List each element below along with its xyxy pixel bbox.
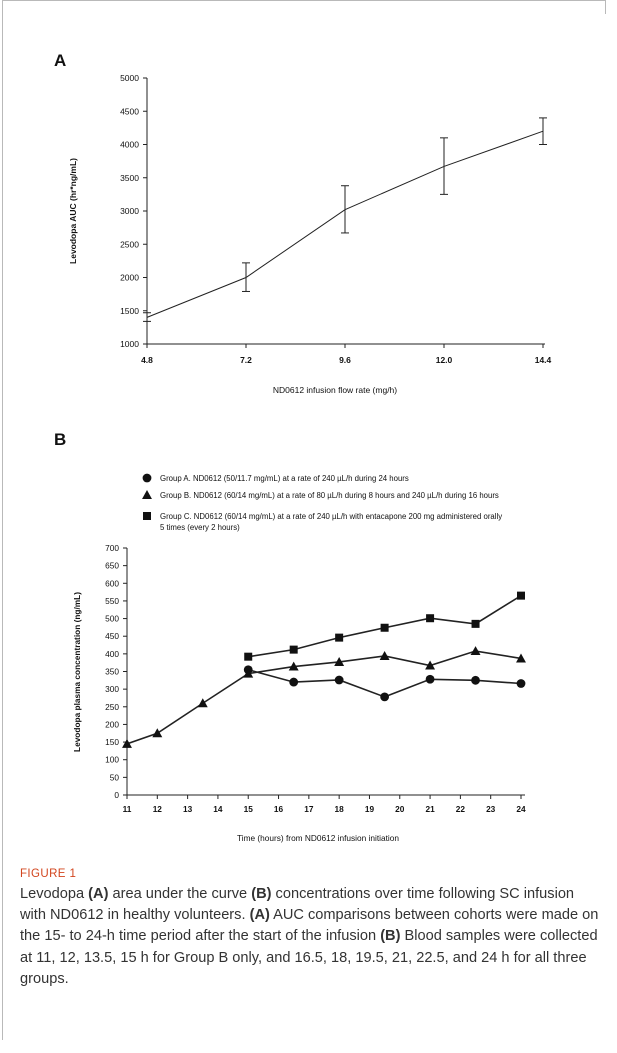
panel-b-point-triangle	[516, 653, 526, 663]
panel-b-x-tick-label: 11	[123, 804, 132, 814]
panel-b-point-circle	[425, 674, 435, 684]
figure-caption: FIGURE 1 Levodopa (A) area under the cur…	[20, 868, 600, 990]
panel-b-point-triangle	[122, 738, 132, 748]
frame-top-border	[2, 0, 606, 1]
panel-b-y-tick-label: 700	[105, 543, 119, 553]
panel-b-x-tick-label: 20	[395, 804, 405, 814]
panel-b-point-triangle	[425, 660, 436, 670]
panel-b-y-tick-label: 500	[105, 614, 119, 624]
panel-a-y-tick-label: 3500	[120, 173, 139, 183]
panel-b-x-tick-label: 18	[335, 804, 345, 814]
panel-a-y-tick-label: 1000	[120, 339, 139, 349]
legend-marker-triangle	[142, 490, 152, 499]
panel-b-point-circle	[380, 692, 390, 702]
panel-b-point-square	[244, 652, 253, 661]
legend-label-series-3-line-1: Group C. ND0612 (60/14 mg/mL) at a rate …	[160, 512, 502, 521]
panel-b-x-tick-label: 22	[456, 804, 466, 814]
legend-label-series-3-line-2: 5 times (every 2 hours)	[160, 523, 240, 532]
panel-b-y-tick-label: 200	[105, 719, 119, 729]
panel-b-point-square	[517, 591, 525, 600]
panel-b-y-tick-label: 350	[105, 667, 119, 677]
panel-a-x-tick-label: 7.2	[240, 355, 252, 365]
panel-b-x-tick-label: 12	[153, 804, 163, 814]
panel-b-x-axis-title: Time (hours) from ND0612 infusion initia…	[237, 833, 399, 843]
panel-b-y-tick-label: 300	[105, 684, 119, 694]
panel-b-x-tick-label: 17	[304, 804, 314, 814]
panel-b-x-tick-label: 23	[486, 804, 496, 814]
panel-b-x-tick-label: 16	[274, 804, 284, 814]
panel-b-y-tick-label: 450	[105, 631, 119, 641]
panel-b-point-triangle	[334, 657, 345, 666]
panel-b-y-tick-label: 250	[105, 702, 119, 712]
panel-b-x-tick-label: 24	[516, 804, 526, 814]
panel-b-point-circle	[471, 675, 480, 685]
panel-a-y-tick-label: 3000	[120, 206, 139, 216]
panel-b-x-tick-label: 19	[365, 804, 375, 814]
panel-b-y-tick-label: 0	[114, 790, 119, 800]
panel-b-x-tick-label: 14	[213, 804, 223, 814]
legend-label-series-1: Group A. ND0612 (50/11.7 mg/mL) at a rat…	[160, 474, 409, 483]
panel-b-y-axis-title: Levodopa plasma concentration (ng/mL)	[72, 592, 82, 752]
panel-b-point-triangle	[288, 661, 299, 671]
panel-b-x-tick-label: 21	[425, 804, 435, 814]
frame-left-border	[2, 0, 3, 1040]
panel-b-point-square	[426, 614, 435, 623]
panel-a-y-tick-label: 2500	[120, 239, 139, 249]
panel-b-y-tick-label: 50	[110, 772, 120, 782]
panel-b-series-line-2	[126, 650, 522, 745]
panel-b-y-tick-label: 600	[105, 578, 119, 588]
panel-b-point-circle	[516, 679, 526, 688]
legend-marker-circle	[142, 473, 152, 483]
panel-b-x-tick-label: 13	[183, 804, 193, 814]
panel-b-point-triangle	[152, 728, 163, 738]
panel-a-y-tick-label: 5000	[120, 73, 139, 83]
panel-a-x-tick-label: 4.8	[141, 355, 153, 365]
panel-a-y-tick-label: 4000	[120, 140, 139, 150]
frame-right-border	[605, 0, 606, 14]
panel-a-x-tick-label: 12.0	[436, 355, 453, 365]
panel-a-y-tick-label: 2000	[120, 273, 139, 283]
panel-a-x-axis-title: ND0612 infusion flow rate (mg/h)	[273, 385, 397, 395]
panel-a-x-tick-label: 9.6	[339, 355, 351, 365]
panel-b-point-square	[335, 633, 344, 642]
panel-a-x-tick-label: 14.4	[535, 355, 552, 365]
panel-b-x-tick-label: 15	[244, 804, 254, 814]
panel-a-y-tick-label: 1500	[120, 306, 139, 316]
panel-b-y-tick-label: 550	[105, 596, 119, 606]
panel-b-point-square	[471, 619, 480, 628]
panel-b-y-tick-label: 400	[105, 649, 119, 659]
panel-b-point-triangle	[197, 698, 208, 708]
panel-b-point-square	[380, 623, 389, 632]
panel-a-y-tick-label: 4500	[120, 106, 139, 116]
panel-b-point-triangle	[243, 668, 254, 678]
panel-b-point-circle	[289, 677, 299, 687]
panel-b-point-triangle	[379, 651, 390, 660]
panel-b-y-tick-label: 650	[105, 561, 119, 571]
panel-a-y-axis-title: Levodopa AUC (hr*ng/mL)	[68, 158, 78, 264]
legend-label-series-2: Group B. ND0612 (60/14 mg/mL) at a rate …	[160, 491, 499, 500]
panel-label-a: A	[54, 51, 66, 70]
legend-marker-square	[143, 512, 151, 520]
panel-b-point-square	[289, 645, 298, 654]
panel-b-point-circle	[334, 675, 344, 685]
panel-b-y-tick-label: 100	[105, 755, 119, 765]
figure-caption-text: Levodopa (A) area under the curve (B) co…	[20, 886, 599, 987]
figure-charts: A1000150020002500300035004000450050004.8…	[54, 51, 552, 843]
panel-label-b: B	[54, 430, 66, 449]
panel-b-y-tick-label: 150	[105, 737, 119, 747]
figure-label: FIGURE 1	[20, 868, 77, 880]
panel-b-point-triangle	[470, 646, 481, 656]
